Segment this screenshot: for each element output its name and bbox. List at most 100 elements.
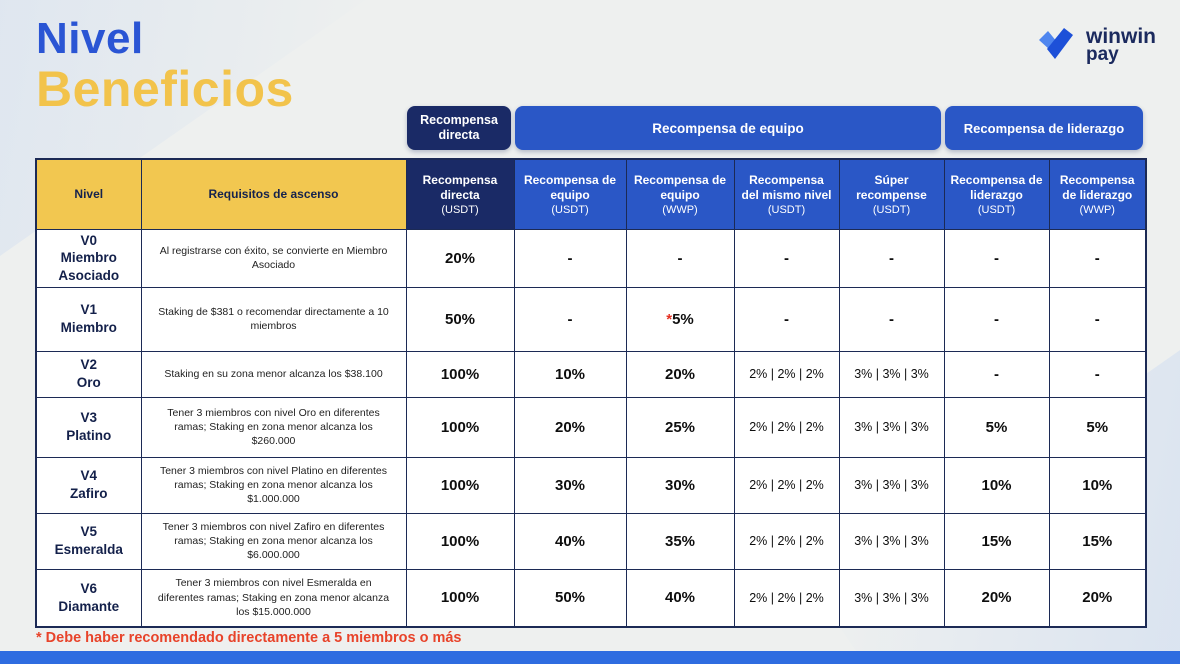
table-row: V4 Zafiro Tener 3 miembros con nivel Plati… — [35, 456, 1147, 514]
level-code: V3 — [80, 410, 97, 426]
value-cell: 3% | 3% | 3% — [838, 350, 945, 398]
value-cell: 100% — [405, 568, 515, 628]
table-row: V3 Platino Tener 3 miembros con nivel Oro … — [35, 396, 1147, 458]
column-header-title: Súper recompense — [856, 172, 927, 202]
value-cell: 20% — [625, 350, 735, 398]
column-header-recompensa-mismo-nivel: Recompensa del mismo nivel (USDT) — [733, 158, 840, 230]
value-cell: - — [838, 286, 945, 352]
value-cell: 2% | 2% | 2% — [733, 396, 840, 458]
group-header-direct-reward: Recompensa directa — [407, 106, 511, 150]
value-cell: 100% — [405, 396, 515, 458]
level-code: V1 — [80, 302, 97, 318]
page-title-line2: Beneficios — [36, 60, 294, 117]
value-cell: - — [733, 228, 840, 288]
value-cell: - — [513, 286, 627, 352]
column-header-unit: (WWP) — [662, 203, 698, 216]
value-cell: - — [733, 286, 840, 352]
column-header-title: Recompensa de liderazgo — [1059, 172, 1135, 202]
column-header-title: Recompensa de liderazgo — [950, 172, 1043, 202]
value-cell: *5% — [625, 286, 735, 352]
requirement-cell: Tener 3 miembros con nivel Platino en di… — [140, 456, 407, 514]
red-asterisk: * — [666, 310, 673, 328]
footnote: * Debe haber recomendado directamente a … — [36, 630, 462, 646]
level-code: V0 — [80, 232, 97, 248]
winwinpay-logo-text: winwin pay — [1086, 24, 1156, 65]
requirement-cell: Al registrarse con éxito, se convierte e… — [140, 228, 407, 288]
requirement-cell: Tener 3 miembros con nivel Zafiro en dif… — [140, 512, 407, 570]
table-row: V6 Diamante Tener 3 miembros con nivel Esm… — [35, 568, 1147, 628]
column-header-recompensa-liderazgo-usdt: Recompensa de liderazgo (USDT) — [943, 158, 1050, 230]
requirement-cell: Tener 3 miembros con nivel Oro en difere… — [140, 396, 407, 458]
column-header-unit: (USDT) — [872, 203, 911, 216]
level-cell: V0 Miembro Asociado — [35, 228, 142, 288]
table-row: V5 Esmeralda Tener 3 miembros con nivel Za… — [35, 512, 1147, 570]
table-body: V0 Miembro Asociado Al registrarse con éxi… — [35, 228, 1147, 628]
level-code: V2 — [80, 357, 97, 373]
column-header-title: Requisitos de ascenso — [208, 186, 339, 201]
winwinpay-logo-icon — [1033, 24, 1079, 67]
value-cell: 100% — [405, 512, 515, 570]
level-name: Oro — [76, 375, 101, 390]
page-title-line1: Nivel — [36, 14, 144, 63]
table-header-row: Nivel Requisitos de ascenso Recompensa d… — [35, 158, 1147, 230]
value-cell: 35% — [625, 512, 735, 570]
value-cell: - — [625, 228, 735, 288]
group-header-leadership-reward: Recompensa de liderazgo — [945, 106, 1143, 150]
value-cell: 3% | 3% | 3% — [838, 568, 945, 628]
column-header-title: Nivel — [74, 186, 104, 201]
value-cell: 30% — [625, 456, 735, 514]
column-header-recompensa-equipo-wwp: Recompensa de equipo (WWP) — [625, 158, 735, 230]
group-header-team-reward: Recompensa de equipo — [515, 106, 941, 150]
value-cell: - — [1048, 350, 1147, 398]
level-cell: V3 Platino — [35, 396, 142, 458]
column-header-unit: (USDT) — [551, 203, 589, 216]
value-cell: 30% — [513, 456, 627, 514]
value-cell: 50% — [513, 568, 627, 628]
value-cell: 2% | 2% | 2% — [733, 350, 840, 398]
value-cell: - — [943, 350, 1050, 398]
value-cell: 15% — [1048, 512, 1147, 570]
value-cell: 25% — [625, 396, 735, 458]
value-cell: 10% — [943, 456, 1050, 514]
value-cell: 2% | 2% | 2% — [733, 568, 840, 628]
value-cell: 40% — [625, 568, 735, 628]
benefits-table: Nivel Requisitos de ascenso Recompensa d… — [35, 158, 1147, 628]
table-row: V2 Oro Staking en su zona menor alcanza lo… — [35, 350, 1147, 398]
level-cell: V1 Miembro — [35, 286, 142, 352]
column-header-unit: (USDT) — [767, 203, 806, 216]
column-header-unit: (USDT) — [977, 203, 1016, 216]
value-cell: 3% | 3% | 3% — [838, 512, 945, 570]
winwinpay-logo: winwin pay — [1033, 24, 1156, 67]
level-cell: V4 Zafiro — [35, 456, 142, 514]
column-header-title: Recompensa directa — [422, 172, 498, 202]
value-cell: 3% | 3% | 3% — [838, 456, 945, 514]
column-header-super-recompense: Súper recompense (USDT) — [838, 158, 945, 230]
level-cell: V5 Esmeralda — [35, 512, 142, 570]
level-code: V5 — [80, 524, 97, 540]
value-cell: - — [838, 228, 945, 288]
value-cell: 20% — [513, 396, 627, 458]
level-name: Platino — [66, 428, 112, 443]
bottom-accent-bar — [0, 651, 1180, 664]
value-cell: 100% — [405, 456, 515, 514]
requirement-cell: Staking en su zona menor alcanza los $38… — [140, 350, 407, 398]
value-cell: 15% — [943, 512, 1050, 570]
level-code: V4 — [80, 468, 97, 484]
column-header-title: Recompensa de equipo — [633, 172, 727, 202]
value-cell: 2% | 2% | 2% — [733, 512, 840, 570]
level-name: Miembro — [60, 320, 117, 335]
value-cell: 5% — [943, 396, 1050, 458]
table-row: V0 Miembro Asociado Al registrarse con éxi… — [35, 228, 1147, 288]
value-cell: 20% — [943, 568, 1050, 628]
table-row: V1 Miembro Staking de $381 o recomendar di… — [35, 286, 1147, 352]
column-header-recompensa-liderazgo-wwp: Recompensa de liderazgo (WWP) — [1048, 158, 1147, 230]
value-cell: 20% — [1048, 568, 1147, 628]
value-cell: 3% | 3% | 3% — [838, 396, 945, 458]
level-code: V6 — [80, 581, 97, 597]
column-header-unit: (WWP) — [1079, 203, 1115, 216]
value-cell: - — [943, 286, 1050, 352]
logo-word-winwin: winwin — [1086, 24, 1156, 48]
column-header-title: Recompensa del mismo nivel — [741, 172, 832, 202]
value-cell: 10% — [1048, 456, 1147, 514]
